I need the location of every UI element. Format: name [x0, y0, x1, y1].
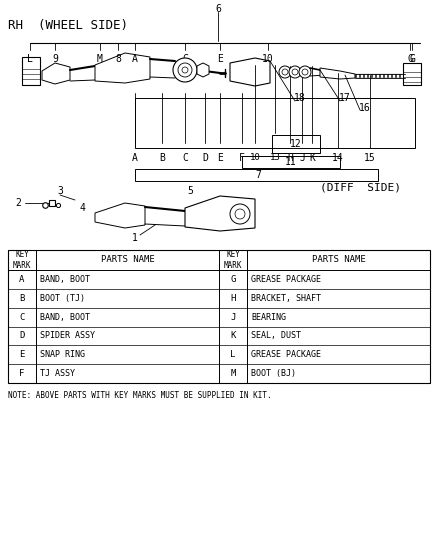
- Text: G: G: [230, 275, 236, 284]
- Circle shape: [182, 67, 188, 73]
- Text: 16: 16: [359, 103, 371, 113]
- Text: E: E: [217, 153, 223, 163]
- Text: C: C: [19, 312, 25, 321]
- Text: (DIFF  SIDE): (DIFF SIDE): [320, 183, 401, 193]
- Text: BAND, BOOT: BAND, BOOT: [40, 312, 90, 321]
- Text: L: L: [27, 54, 33, 64]
- Bar: [8, 250, 430, 383]
- Text: 13: 13: [270, 154, 280, 163]
- Text: TJ ASSY: TJ ASSY: [40, 369, 75, 378]
- Circle shape: [292, 69, 298, 75]
- Polygon shape: [95, 53, 150, 83]
- Text: PARTS NAME: PARTS NAME: [101, 255, 154, 264]
- Text: NOTE: ABOVE PARTS WITH KEY MARKS MUST BE SUPPLIED IN KIT.: NOTE: ABOVE PARTS WITH KEY MARKS MUST BE…: [8, 391, 272, 400]
- Polygon shape: [42, 63, 70, 84]
- Text: J: J: [230, 312, 236, 321]
- Circle shape: [230, 204, 250, 224]
- Text: 10: 10: [262, 54, 274, 64]
- Text: D: D: [202, 153, 208, 163]
- Text: L: L: [230, 350, 236, 359]
- Bar: [272, 135, 320, 153]
- Text: H: H: [230, 294, 236, 303]
- Text: J: J: [299, 153, 305, 163]
- Text: B: B: [19, 294, 25, 303]
- Text: M: M: [97, 54, 103, 64]
- Bar: [135, 98, 415, 148]
- Circle shape: [235, 209, 245, 219]
- Text: RH  (WHEEL SIDE): RH (WHEEL SIDE): [8, 19, 128, 31]
- Text: 3: 3: [57, 186, 63, 196]
- Text: F: F: [239, 153, 245, 163]
- Text: 17: 17: [339, 93, 351, 103]
- Text: PARTS NAME: PARTS NAME: [311, 255, 365, 264]
- Text: BOOT (TJ): BOOT (TJ): [40, 294, 85, 303]
- Text: C: C: [182, 153, 188, 163]
- Text: 9: 9: [52, 54, 58, 64]
- Text: C: C: [182, 54, 188, 64]
- Text: SPIDER ASSY: SPIDER ASSY: [40, 332, 95, 341]
- Circle shape: [302, 69, 308, 75]
- Bar: [22, 57, 40, 85]
- Polygon shape: [230, 58, 270, 86]
- Text: E: E: [217, 54, 223, 64]
- Text: 15: 15: [364, 153, 376, 163]
- Circle shape: [299, 66, 311, 78]
- Text: D: D: [19, 332, 25, 341]
- Text: H: H: [287, 153, 293, 163]
- Text: A: A: [132, 54, 138, 64]
- Circle shape: [279, 66, 291, 78]
- Text: 5: 5: [187, 186, 193, 196]
- Text: GREASE PACKAGE: GREASE PACKAGE: [251, 275, 321, 284]
- Bar: [403, 63, 421, 85]
- Polygon shape: [320, 68, 355, 79]
- Circle shape: [289, 66, 301, 78]
- Text: K: K: [230, 332, 236, 341]
- Text: BOOT (BJ): BOOT (BJ): [251, 369, 296, 378]
- Text: 11: 11: [285, 157, 297, 167]
- Polygon shape: [197, 63, 209, 77]
- Bar: [242, 156, 340, 168]
- Text: SNAP RING: SNAP RING: [40, 350, 85, 359]
- Text: 8: 8: [115, 54, 121, 64]
- Text: BRACKET, SHAFT: BRACKET, SHAFT: [251, 294, 321, 303]
- Text: 2: 2: [15, 198, 21, 208]
- Bar: [135, 169, 378, 181]
- Text: KEY
MARK: KEY MARK: [224, 251, 242, 270]
- Text: BAND, BOOT: BAND, BOOT: [40, 275, 90, 284]
- Text: 14: 14: [332, 153, 344, 163]
- Text: 10: 10: [250, 154, 260, 163]
- Text: BEARING: BEARING: [251, 312, 286, 321]
- Circle shape: [178, 63, 192, 77]
- Text: B: B: [159, 153, 165, 163]
- Circle shape: [173, 58, 197, 82]
- Text: SEAL, DUST: SEAL, DUST: [251, 332, 301, 341]
- Polygon shape: [95, 203, 145, 228]
- Polygon shape: [185, 196, 255, 231]
- Text: E: E: [19, 350, 25, 359]
- Text: KEY
MARK: KEY MARK: [13, 251, 31, 270]
- Text: GREASE PACKAGE: GREASE PACKAGE: [251, 350, 321, 359]
- Text: 4: 4: [79, 203, 85, 213]
- Text: A: A: [132, 153, 138, 163]
- Text: 7: 7: [255, 170, 261, 180]
- Text: 1: 1: [132, 233, 138, 243]
- Text: G: G: [407, 54, 413, 64]
- Text: A: A: [19, 275, 25, 284]
- Text: F: F: [19, 369, 25, 378]
- Text: 6: 6: [215, 4, 221, 14]
- Text: G: G: [409, 54, 415, 64]
- Circle shape: [282, 69, 288, 75]
- Text: K: K: [309, 153, 315, 163]
- Text: 12: 12: [290, 139, 302, 149]
- Text: M: M: [230, 369, 236, 378]
- Text: 18: 18: [294, 93, 306, 103]
